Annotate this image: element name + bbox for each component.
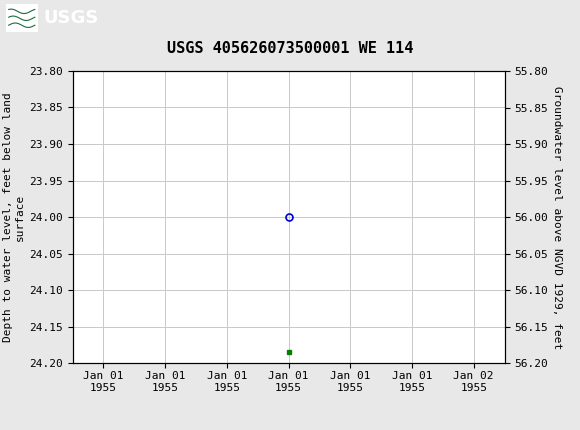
Y-axis label: Groundwater level above NGVD 1929, feet: Groundwater level above NGVD 1929, feet [552, 86, 562, 349]
Text: USGS: USGS [44, 9, 99, 27]
Text: USGS 405626073500001 WE 114: USGS 405626073500001 WE 114 [167, 41, 413, 56]
Bar [6, 4, 38, 32]
Y-axis label: Depth to water level, feet below land
surface: Depth to water level, feet below land su… [3, 92, 25, 342]
